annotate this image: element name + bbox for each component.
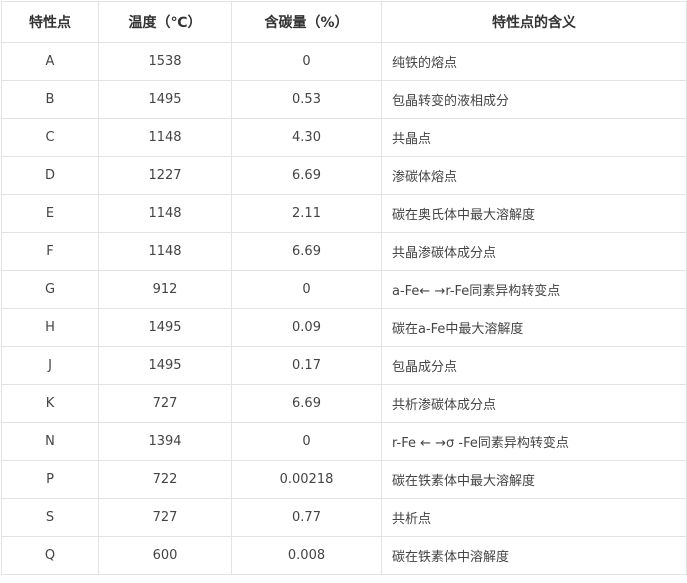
table-cell: 2.11 [231, 194, 382, 233]
table-cell: K [1, 384, 99, 423]
table-cell: 包晶成分点 [381, 346, 687, 385]
table-cell: 722 [98, 460, 232, 499]
table-cell: 727 [98, 384, 232, 423]
table-cell: H [1, 308, 99, 347]
table-cell: B [1, 80, 99, 119]
header-row: 特性点 温度（℃） 含碳量（%） 特性点的含义 [1, 1, 687, 43]
table-cell: 0.008 [231, 536, 382, 575]
table-row: A 1538 0 纯铁的熔点 [1, 42, 687, 81]
table-row: P 722 0.00218 碳在铁素体中最大溶解度 [1, 460, 687, 499]
table-cell: 0.09 [231, 308, 382, 347]
table-cell: 共晶渗碳体成分点 [381, 232, 687, 271]
table-cell: 共析渗碳体成分点 [381, 384, 687, 423]
table-cell: 共晶点 [381, 118, 687, 157]
table-cell: 1227 [98, 156, 232, 195]
table-cell: a-Fe← →r-Fe同素异构转变点 [381, 270, 687, 309]
table-cell: 0.00218 [231, 460, 382, 499]
header-cell: 特性点的含义 [381, 1, 687, 43]
table-cell: 6.69 [231, 232, 382, 271]
table-cell: 1495 [98, 346, 232, 385]
table-row: E 1148 2.11 碳在奥氏体中最大溶解度 [1, 194, 687, 233]
table-cell: A [1, 42, 99, 81]
table-head: 特性点 温度（℃） 含碳量（%） 特性点的含义 [1, 1, 687, 43]
table-cell: r-Fe ← →σ -Fe同素异构转变点 [381, 422, 687, 461]
table-row: B 1495 0.53 包晶转变的液相成分 [1, 80, 687, 119]
table-cell: 0.53 [231, 80, 382, 119]
table-body: A 1538 0 纯铁的熔点 B 1495 0.53 包晶转变的液相成分 C 1148 4.30 共晶… [1, 42, 687, 575]
table-cell: 渗碳体熔点 [381, 156, 687, 195]
table-row: F 1148 6.69 共晶渗碳体成分点 [1, 232, 687, 271]
header-cell: 含碳量（%） [231, 1, 382, 43]
table-cell: 碳在铁素体中溶解度 [381, 536, 687, 575]
header-cell: 特性点 [1, 1, 99, 43]
table-cell: 碳在a-Fe中最大溶解度 [381, 308, 687, 347]
table-row: Q 600 0.008 碳在铁素体中溶解度 [1, 536, 687, 575]
table-cell: 包晶转变的液相成分 [381, 80, 687, 119]
table-cell: 1148 [98, 118, 232, 157]
table-cell: 1495 [98, 80, 232, 119]
table-row: G 912 0 a-Fe← →r-Fe同素异构转变点 [1, 270, 687, 309]
table-row: N 1394 0 r-Fe ← →σ -Fe同素异构转变点 [1, 422, 687, 461]
table-cell: 1495 [98, 308, 232, 347]
table-cell: E [1, 194, 99, 233]
table-cell: G [1, 270, 99, 309]
table-cell: 1148 [98, 232, 232, 271]
table-cell: 纯铁的熔点 [381, 42, 687, 81]
table-cell: 共析点 [381, 498, 687, 537]
table-row: K 727 6.69 共析渗碳体成分点 [1, 384, 687, 423]
table-cell: 0.77 [231, 498, 382, 537]
header-cell: 温度（℃） [98, 1, 232, 43]
table-cell: N [1, 422, 99, 461]
table-cell: J [1, 346, 99, 385]
table-cell: 1394 [98, 422, 232, 461]
table-cell: 0 [231, 422, 382, 461]
table-cell: 6.69 [231, 156, 382, 195]
table-cell: 碳在奥氏体中最大溶解度 [381, 194, 687, 233]
table-cell: 0.17 [231, 346, 382, 385]
table-cell: 600 [98, 536, 232, 575]
table-cell: 0 [231, 42, 382, 81]
table-cell: 0 [231, 270, 382, 309]
table-cell: 6.69 [231, 384, 382, 423]
table-cell: S [1, 498, 99, 537]
table-cell: P [1, 460, 99, 499]
table-cell: 碳在铁素体中最大溶解度 [381, 460, 687, 499]
table-row: J 1495 0.17 包晶成分点 [1, 346, 687, 385]
table-cell: 727 [98, 498, 232, 537]
table-row: D 1227 6.69 渗碳体熔点 [1, 156, 687, 195]
table-row: S 727 0.77 共析点 [1, 498, 687, 537]
table-cell: 4.30 [231, 118, 382, 157]
table-cell: 1538 [98, 42, 232, 81]
table-cell: C [1, 118, 99, 157]
table-cell: D [1, 156, 99, 195]
table-cell: F [1, 232, 99, 271]
table-row: H 1495 0.09 碳在a-Fe中最大溶解度 [1, 308, 687, 347]
table-cell: Q [1, 536, 99, 575]
table-cell: 1148 [98, 194, 232, 233]
table-row: C 1148 4.30 共晶点 [1, 118, 687, 157]
table-cell: 912 [98, 270, 232, 309]
